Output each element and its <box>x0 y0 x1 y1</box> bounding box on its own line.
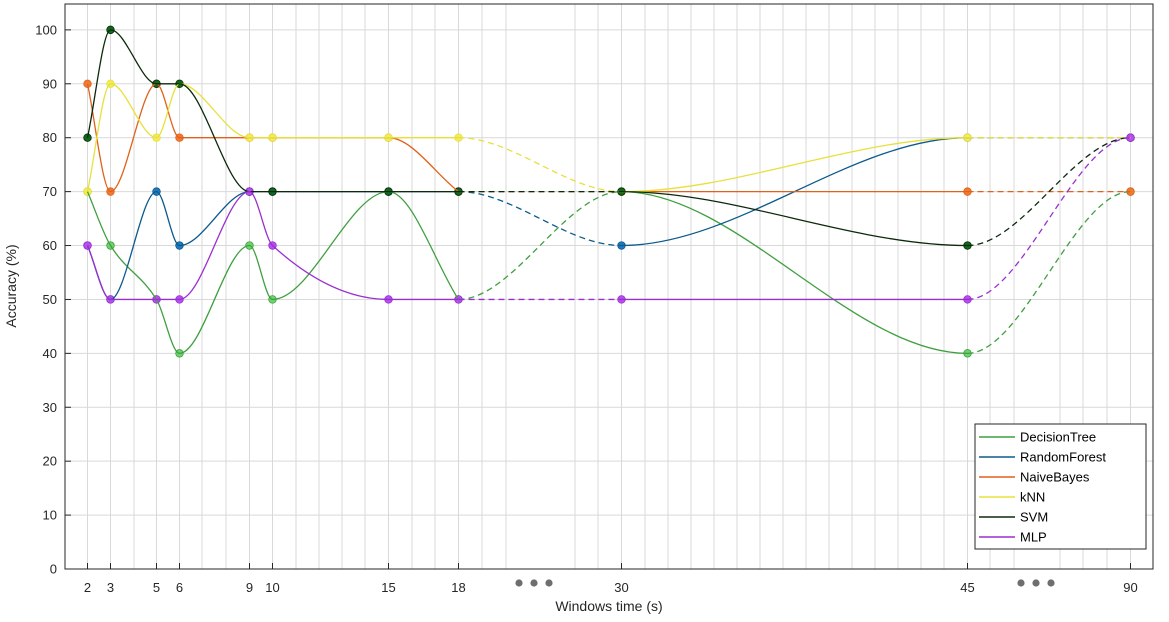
series-line-knn <box>621 137 968 193</box>
series-layer <box>83 25 1135 358</box>
axis-break-dot <box>1017 579 1025 587</box>
y-axis-label: Accuracy (%) <box>3 244 19 327</box>
legend-label: SVM <box>1020 510 1048 525</box>
axis-break-dot <box>515 579 523 587</box>
axis-break-dot <box>1047 579 1055 587</box>
series-line-knn <box>86 83 459 192</box>
x-tick-label: 15 <box>381 580 395 595</box>
y-tick-label: 90 <box>43 76 57 91</box>
series-line-svm <box>621 190 968 247</box>
axis-break-dot <box>545 579 553 587</box>
axis-breaks <box>515 579 1055 587</box>
series-break-randomforest <box>458 190 622 247</box>
x-tick-label: 2 <box>84 580 91 595</box>
y-tick-label: 80 <box>43 130 57 145</box>
y-tick-label: 30 <box>43 400 57 415</box>
x-tick-label: 9 <box>246 580 253 595</box>
y-tick-label: 60 <box>43 238 57 253</box>
series-line-svm <box>86 29 459 193</box>
legend-label: kNN <box>1020 490 1045 505</box>
x-axis-label: Windows time (s) <box>555 598 662 614</box>
y-tick-label: 100 <box>35 22 57 37</box>
x-tick-label: 5 <box>153 580 160 595</box>
series-break-knn <box>458 137 622 193</box>
legend-label: NaiveBayes <box>1020 470 1090 485</box>
legend-label: RandomForest <box>1020 450 1106 465</box>
series-break-decisiontree <box>967 190 1131 355</box>
ticks: 0 10 20 30 40 50 60 70 80 90 100 2 3 5 6 9 10 15 18 30 45 90 <box>35 22 1137 595</box>
legend-label: DecisionTree <box>1020 430 1096 445</box>
x-tick-label: 30 <box>614 580 628 595</box>
series-break-svm <box>967 137 1131 247</box>
axis-break-dot <box>530 579 538 587</box>
series-line-mlp <box>86 190 459 301</box>
plot-background <box>65 4 1153 569</box>
y-tick-label: 20 <box>43 454 57 469</box>
x-tick-label: 6 <box>176 580 183 595</box>
series-line-decisiontree <box>621 190 968 355</box>
x-tick-label: 90 <box>1123 580 1137 595</box>
legend-box <box>974 423 1147 550</box>
y-tick-label: 40 <box>43 346 57 361</box>
x-tick-label: 18 <box>451 580 465 595</box>
y-tick-label: 50 <box>43 292 57 307</box>
series-break-decisiontree <box>458 190 622 301</box>
legend: DecisionTree RandomForest NaiveBayes kNN SVM… <box>974 423 1147 550</box>
y-tick-label: 70 <box>43 184 57 199</box>
x-tick-label: 3 <box>107 580 114 595</box>
legend-label: MLP <box>1020 530 1047 545</box>
y-tick-label: 10 <box>43 508 57 523</box>
x-tick-label: 45 <box>960 580 974 595</box>
series-break-mlp <box>967 137 1131 301</box>
plot-frame <box>64 3 1154 570</box>
x-tick-label: 10 <box>265 580 279 595</box>
y-tick-label: 0 <box>50 562 57 577</box>
axis-break-dot <box>1032 579 1040 587</box>
